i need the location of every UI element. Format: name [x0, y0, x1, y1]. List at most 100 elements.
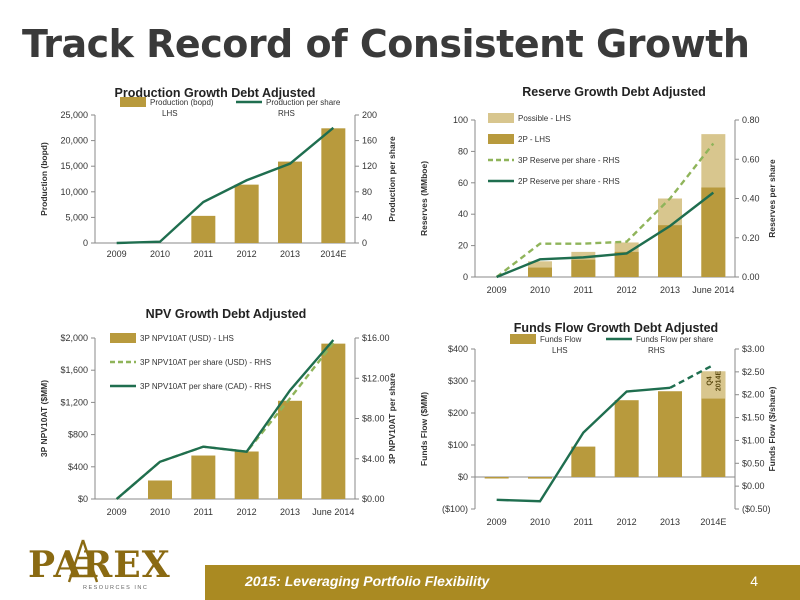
- legend-label-axis: RHS: [648, 346, 665, 355]
- y-tick-label-right: 0.20: [742, 233, 760, 243]
- bar-value: [191, 215, 216, 243]
- y-axis-title-right: Funds Flow ($/share): [767, 386, 777, 471]
- y-tick-label-right: $0.50: [742, 458, 765, 468]
- legend-label: Possible - LHS: [518, 114, 571, 123]
- y-tick-label-left: $100: [448, 440, 468, 450]
- y-tick-label-left: $200: [448, 408, 468, 418]
- y-tick-label-left: $0: [458, 472, 468, 482]
- y-tick-label-left: $1,200: [60, 397, 88, 407]
- y-tick-label-right: 0.60: [742, 154, 760, 164]
- bar-value: [658, 391, 682, 477]
- x-tick-label: 2012: [617, 285, 637, 295]
- legend-swatch: [488, 113, 514, 123]
- y-tick-label-right: 0.00: [742, 272, 760, 282]
- bar-q4-segment: [701, 371, 726, 399]
- series-line: [116, 126, 335, 245]
- legend-label: 3P Reserve per share - RHS: [518, 156, 620, 165]
- y-tick-label-left: 20: [458, 241, 468, 251]
- y-tick-label-left: $2,000: [60, 333, 88, 343]
- y-tick-label-right: $16.00: [362, 333, 390, 343]
- y-axis-title-right: Production per share: [387, 136, 397, 222]
- y-axis-title-left: Reserves (MMboe): [419, 161, 429, 236]
- parex-logo: PAREX RESOURCES INC: [28, 539, 188, 595]
- y-tick-label-right: $2.00: [742, 390, 765, 400]
- legend-label: 3P NPV10AT per share (CAD) - RHS: [140, 382, 271, 391]
- bar-value: [321, 343, 346, 499]
- chart-title: NPV Growth Debt Adjusted: [146, 307, 307, 321]
- y-tick-label-left: 0: [463, 272, 468, 282]
- y-tick-label-right: 200: [362, 110, 377, 120]
- legend-swatch: [120, 97, 146, 107]
- legend-label: Production per share: [266, 98, 341, 107]
- legend-label: 3P NPV10AT (USD) - LHS: [140, 334, 234, 343]
- chart-title: Funds Flow Growth Debt Adjusted: [514, 321, 718, 335]
- annotation-q4: 2014E: [715, 371, 722, 392]
- y-tick-label-left: 40: [458, 209, 468, 219]
- y-axis-title-left: Funds Flow ($MM): [419, 392, 429, 466]
- bar-value: [278, 400, 302, 499]
- x-tick-label: 2012: [617, 517, 637, 527]
- legend-label: Funds Flow: [540, 335, 582, 344]
- x-tick-label: 2010: [150, 507, 170, 517]
- series-line-dashed: [495, 142, 715, 278]
- y-tick-label-right: ($0.50): [742, 504, 771, 514]
- footer-text: 2015: Leveraging Portfolio Flexibility: [245, 573, 490, 589]
- series-line: [496, 386, 671, 503]
- y-tick-label-left: 5,000: [65, 212, 88, 222]
- x-tick-label: June 2014: [692, 285, 734, 295]
- bar-value: [528, 267, 552, 277]
- bar-value: [234, 451, 259, 499]
- funds-flow-growth-chart: Funds Flow Growth Debt Adjusted ($100) $0 $…: [419, 321, 777, 527]
- y-tick-label-left: 15,000: [60, 161, 88, 171]
- y-axis-title-right: 3P NPV10AT per share: [387, 373, 397, 464]
- legend-label: Funds Flow per share: [636, 335, 714, 344]
- y-axis-title-right: Reserves per share: [767, 159, 777, 238]
- x-tick-label: 2010: [150, 249, 170, 259]
- legend-label-axis: LHS: [162, 109, 178, 118]
- bar-value: [571, 259, 596, 277]
- x-tick-label: 2011: [194, 249, 213, 259]
- y-tick-label-right: $1.50: [742, 413, 765, 423]
- x-tick-label: June 2014: [312, 507, 354, 517]
- npv-growth-chart: NPV Growth Debt Adjusted $0 $400 $800 $1,200…: [39, 307, 397, 517]
- legend-label: 2P Reserve per share - RHS: [518, 177, 620, 186]
- y-tick-label-right: $12.00: [362, 373, 390, 383]
- y-tick-label-right: $0.00: [742, 481, 765, 491]
- y-tick-label-right: $8.00: [362, 414, 385, 424]
- x-tick-label: 2011: [574, 517, 593, 527]
- footer-bar: 2015: Leveraging Portfolio Flexibility 4: [205, 565, 800, 600]
- series-line: [496, 191, 715, 279]
- y-tick-label-left: $800: [68, 430, 88, 440]
- x-tick-label: 2013: [280, 507, 300, 517]
- y-tick-label-left: 10,000: [60, 187, 88, 197]
- x-tick-label: 2012: [237, 507, 257, 517]
- bar-value: [148, 480, 172, 499]
- y-axis-title-left: Production (bopd): [39, 142, 49, 216]
- series-line-estimate: [669, 363, 714, 389]
- y-tick-label-right: $1.00: [742, 435, 765, 445]
- y-tick-label-left: 20,000: [60, 136, 88, 146]
- bar-value: [614, 251, 639, 277]
- derrick-icon: [67, 539, 99, 583]
- page-title: Track Record of Consistent Growth: [22, 22, 750, 66]
- y-tick-label-left: 80: [458, 146, 468, 156]
- y-tick-label-right: 120: [362, 161, 377, 171]
- x-tick-label: 2014E: [700, 517, 726, 527]
- y-tick-label-left: 60: [458, 178, 468, 188]
- x-tick-label: 2011: [194, 507, 213, 517]
- annotation-q4: Q4: [706, 376, 713, 385]
- y-tick-label-left: $300: [448, 376, 468, 386]
- legend-swatch: [110, 333, 136, 343]
- y-axis-title-left: 3P NPV10AT ($MM): [39, 380, 49, 457]
- y-tick-label-left: $0: [78, 494, 88, 504]
- legend-label-axis: RHS: [278, 109, 295, 118]
- y-tick-label-left: 0: [83, 238, 88, 248]
- bar-value: [484, 477, 509, 479]
- y-tick-label-left: $1,600: [60, 365, 88, 375]
- y-tick-label-right: 80: [362, 187, 372, 197]
- x-tick-label: 2012: [237, 249, 257, 259]
- logo-subtitle: RESOURCES INC: [83, 585, 149, 591]
- y-tick-label-right: $4.00: [362, 454, 385, 464]
- legend-label-axis: LHS: [552, 346, 568, 355]
- chart-title: Reserve Growth Debt Adjusted: [522, 85, 706, 99]
